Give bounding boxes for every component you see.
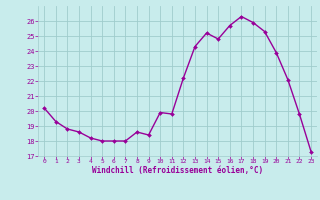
X-axis label: Windchill (Refroidissement éolien,°C): Windchill (Refroidissement éolien,°C) xyxy=(92,166,263,175)
